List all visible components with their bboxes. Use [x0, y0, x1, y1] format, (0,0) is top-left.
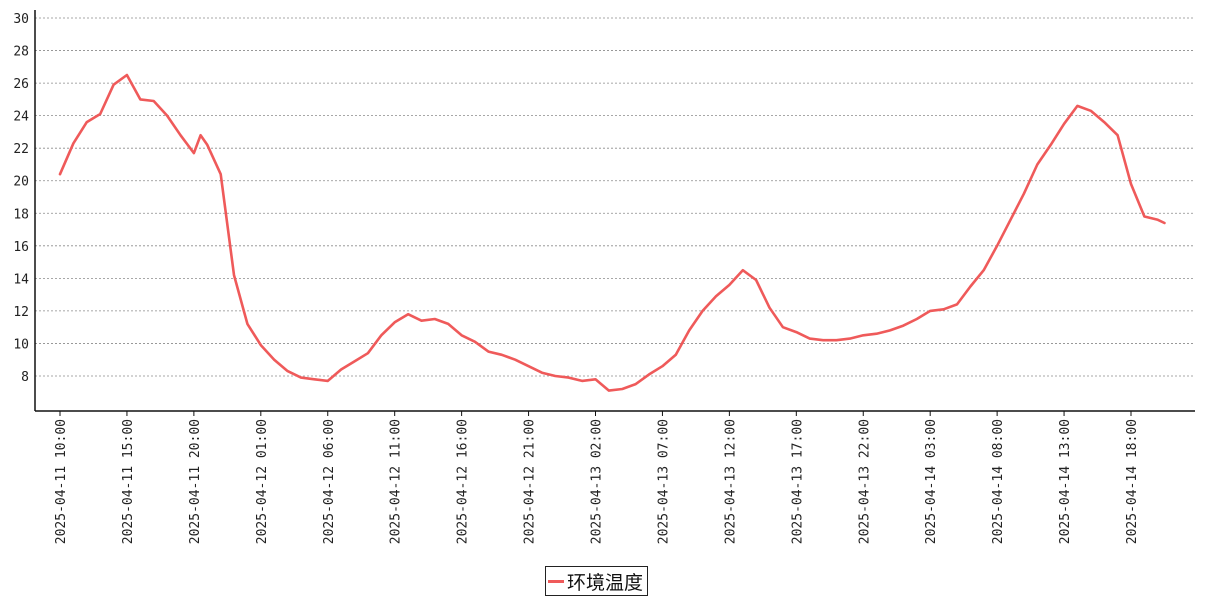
- y-tick-label: 14: [13, 272, 29, 287]
- x-tick-label: 2025-04-12 21:00: [523, 419, 538, 544]
- y-tick-label: 12: [13, 305, 29, 320]
- legend-swatch: [548, 579, 564, 583]
- legend-label: 环境温度: [567, 571, 644, 594]
- x-tick-label: 2025-04-13 07:00: [656, 419, 671, 544]
- x-tick-label: 2025-04-11 20:00: [188, 419, 203, 544]
- x-tick-label: 2025-04-13 22:00: [857, 419, 872, 544]
- gridlines: [35, 17, 1195, 377]
- legend: 环境温度: [545, 566, 649, 596]
- x-tick-label: 2025-04-13 12:00: [723, 419, 738, 544]
- x-tick-label: 2025-04-14 13:00: [1058, 419, 1073, 544]
- y-tick-label: 18: [13, 207, 29, 222]
- x-tick-label: 2025-04-12 11:00: [389, 419, 404, 544]
- x-tick-label: 2025-04-11 10:00: [54, 419, 69, 544]
- x-tick-label: 2025-04-14 03:00: [924, 419, 939, 544]
- y-tick-label: 26: [13, 77, 29, 92]
- y-tick-label: 30: [13, 12, 29, 27]
- y-tick-label: 16: [13, 240, 29, 255]
- x-tick-label: 2025-04-12 06:00: [322, 419, 337, 544]
- y-tick-label: 24: [13, 110, 29, 125]
- x-tick-label: 2025-04-13 02:00: [590, 419, 605, 544]
- series-line-ambient-temperature: [58, 73, 1166, 392]
- y-tick-label: 10: [13, 337, 29, 352]
- y-axis-tick-labels: 8 10 12 14 16 18 20 22 24 26 28 30: [13, 12, 29, 385]
- x-tick-label: 2025-04-11 15:00: [121, 419, 136, 544]
- y-tick-label: 22: [13, 142, 29, 157]
- x-tick-label: 2025-04-12 01:00: [255, 419, 270, 544]
- x-tick-label: 2025-04-14 18:00: [1125, 419, 1140, 544]
- x-axis-tick-labels: 2025-04-11 10:00 2025-04-11 15:00 2025-04-…: [54, 411, 1140, 544]
- x-tick-label: 2025-04-14 08:00: [991, 419, 1006, 544]
- y-tick-label: 28: [13, 45, 29, 60]
- y-tick-label: 8: [21, 370, 29, 385]
- x-tick-label: 2025-04-13 17:00: [790, 419, 805, 544]
- x-tick-label: 2025-04-12 16:00: [456, 419, 471, 544]
- y-tick-label: 20: [13, 175, 29, 190]
